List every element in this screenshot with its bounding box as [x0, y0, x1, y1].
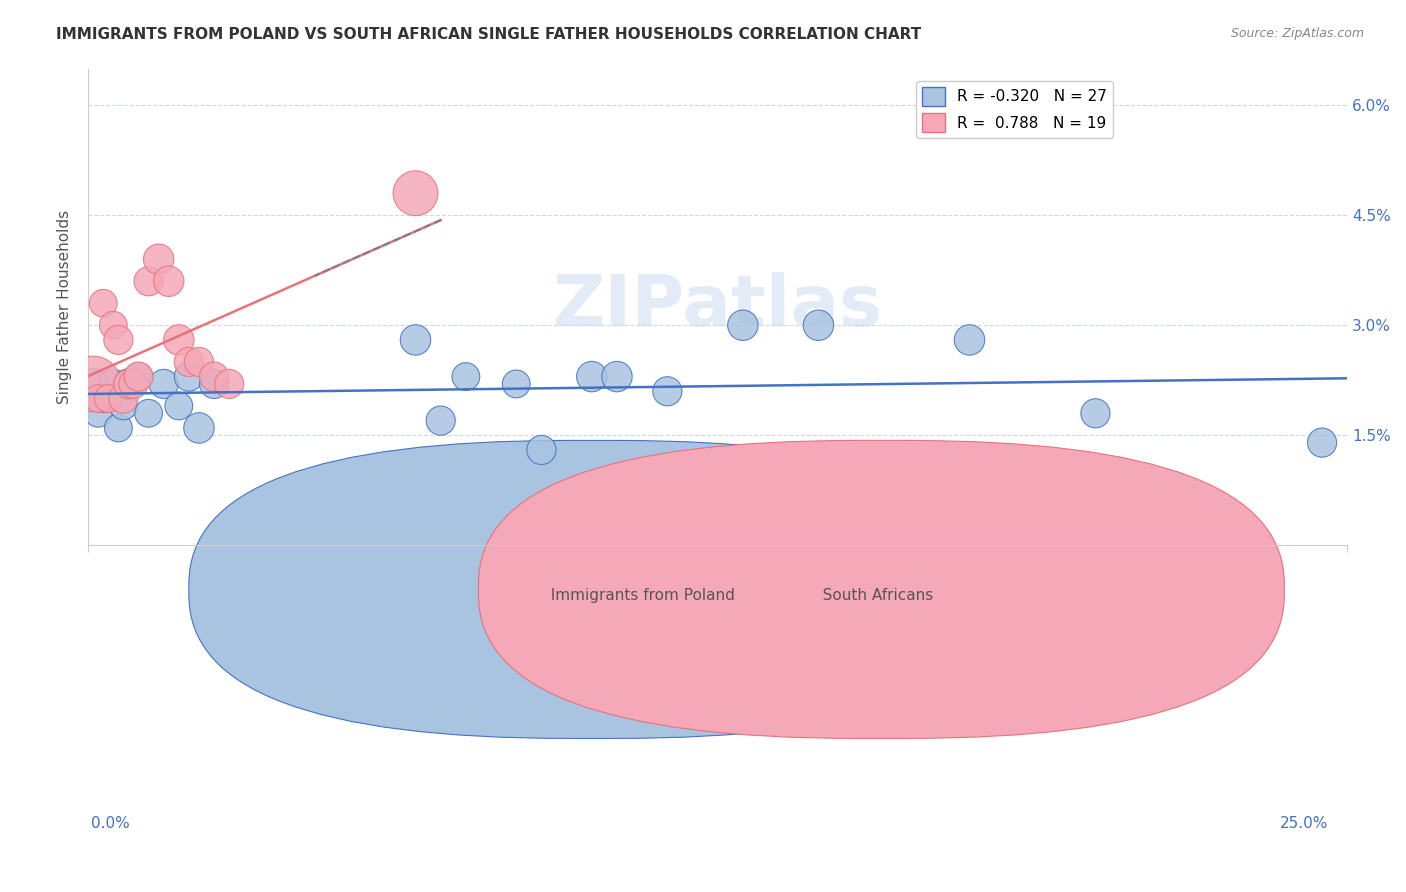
Point — [152, 376, 174, 391]
Point — [1310, 435, 1333, 450]
Point — [122, 376, 145, 391]
Point — [581, 369, 603, 384]
Point — [606, 369, 628, 384]
Text: Source: ZipAtlas.com: Source: ZipAtlas.com — [1230, 27, 1364, 40]
Text: Immigrants from Poland                  South Africans: Immigrants from Poland South Africans — [502, 588, 934, 603]
Point — [91, 392, 114, 406]
Point — [91, 296, 114, 310]
Point — [1084, 406, 1107, 420]
Point — [405, 186, 427, 201]
Legend: R = -0.320   N = 27, R =  0.788   N = 19: R = -0.320 N = 27, R = 0.788 N = 19 — [915, 81, 1114, 138]
Point — [112, 399, 135, 413]
Point — [107, 421, 129, 435]
Point — [454, 369, 477, 384]
Text: IMMIGRANTS FROM POLAND VS SOUTH AFRICAN SINGLE FATHER HOUSEHOLDS CORRELATION CHA: IMMIGRANTS FROM POLAND VS SOUTH AFRICAN … — [56, 27, 921, 42]
Point — [202, 369, 225, 384]
Point — [117, 376, 139, 391]
FancyBboxPatch shape — [188, 441, 994, 739]
Point — [117, 376, 139, 391]
Point — [167, 333, 190, 347]
Point — [731, 318, 754, 333]
Point — [218, 376, 240, 391]
Point — [87, 406, 110, 420]
Point — [177, 355, 200, 369]
Point — [97, 392, 120, 406]
Point — [657, 384, 679, 399]
Point — [157, 274, 180, 288]
Point — [138, 274, 160, 288]
Point — [112, 392, 135, 406]
Point — [128, 369, 150, 384]
Point — [959, 333, 981, 347]
Point — [807, 318, 830, 333]
Point — [128, 369, 150, 384]
Point — [188, 421, 211, 435]
Point — [148, 252, 170, 267]
Point — [87, 392, 110, 406]
Point — [138, 406, 160, 420]
Text: 25.0%: 25.0% — [1281, 816, 1329, 831]
Point — [177, 369, 200, 384]
FancyBboxPatch shape — [478, 441, 1284, 739]
Point — [405, 333, 427, 347]
Point — [103, 318, 125, 333]
Point — [167, 399, 190, 413]
Point — [107, 333, 129, 347]
Point — [429, 414, 451, 428]
Point — [188, 355, 211, 369]
Text: ZIPatlas: ZIPatlas — [553, 272, 883, 342]
Point — [82, 376, 104, 391]
Point — [103, 376, 125, 391]
Y-axis label: Single Father Households: Single Father Households — [58, 210, 72, 404]
Text: 0.0%: 0.0% — [91, 816, 131, 831]
Point — [530, 442, 553, 457]
Point — [202, 376, 225, 391]
Point — [82, 376, 104, 391]
Point — [505, 376, 527, 391]
